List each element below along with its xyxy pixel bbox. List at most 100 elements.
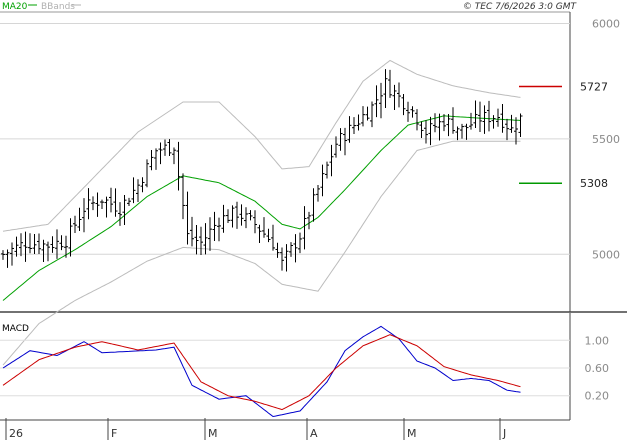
ohlc-bar xyxy=(469,112,473,130)
price-tick-label: 5500 xyxy=(592,133,620,146)
ohlc-bar xyxy=(433,113,437,133)
ohlc-bar xyxy=(208,217,212,251)
ohlc-bar xyxy=(140,177,145,193)
ohlc-bar xyxy=(428,116,433,146)
ohlc-bar xyxy=(248,210,253,221)
ohlc-bar xyxy=(104,196,109,218)
ohlc-bar xyxy=(343,127,347,156)
ohlc-bar xyxy=(131,177,136,204)
ohlc-bar xyxy=(361,106,365,127)
ohlc-bar xyxy=(275,242,280,258)
ohlc-bar xyxy=(482,105,487,134)
ohlc-bar xyxy=(203,223,208,255)
ohlc-bar xyxy=(41,239,46,263)
ohlc-bar xyxy=(401,93,406,116)
macd-title: MACD xyxy=(2,324,29,334)
time-tick-label: F xyxy=(111,427,117,440)
ohlc-bar xyxy=(320,164,325,197)
macd-panel: MACD 1.00 0.60 0.20 xyxy=(0,313,609,420)
ohlc-bar xyxy=(217,217,221,242)
ohlc-bar xyxy=(338,128,343,151)
macd-gridlines xyxy=(0,339,570,397)
ohlc-bar xyxy=(37,233,41,254)
ohlc-bar xyxy=(226,209,230,223)
macd-tick-label: 1.00 xyxy=(585,334,610,347)
ohlc-bar xyxy=(505,118,509,141)
ohlc-bar xyxy=(176,141,181,191)
ohlc-bar xyxy=(307,211,311,230)
ohlc-bar xyxy=(185,191,190,245)
ohlc-bar xyxy=(397,82,401,108)
ohlc-bar xyxy=(100,199,104,210)
ohlc-bar xyxy=(190,216,194,247)
ohlc-bar xyxy=(145,159,149,188)
ohlc-bar xyxy=(464,123,469,140)
ohlc-bar xyxy=(1,250,5,260)
ohlc-bar xyxy=(23,231,28,262)
level-marker-label: 5308 xyxy=(580,177,608,190)
ohlc-bar xyxy=(167,139,172,157)
ohlc-bar xyxy=(311,188,316,222)
ohlc-bar xyxy=(118,202,122,226)
ohlc-bar xyxy=(244,207,248,229)
ohlc-bar xyxy=(73,215,77,234)
price-bars xyxy=(1,69,523,272)
ohlc-bar xyxy=(451,107,455,134)
ohlc-bar xyxy=(194,225,199,255)
ohlc-bar xyxy=(32,233,37,255)
time-axis: 26 F M A M J xyxy=(0,418,570,440)
price-tick-label: 6000 xyxy=(592,18,620,31)
ohlc-bar xyxy=(59,235,64,251)
bband-lower-line xyxy=(2,140,521,366)
ohlc-bar xyxy=(239,204,244,226)
ohlc-bar xyxy=(419,121,424,138)
ohlc-bar xyxy=(253,210,257,234)
ohlc-bar xyxy=(316,185,320,202)
ohlc-bar xyxy=(491,115,496,129)
time-tick-label: M xyxy=(407,427,417,440)
ohlc-bar xyxy=(455,126,460,141)
macd-tick-label: 0.60 xyxy=(585,362,610,375)
time-tick-label: M xyxy=(208,427,218,440)
price-tick-label: 5000 xyxy=(592,248,620,261)
price-panel: 5727 5308 6000 5500 5000 xyxy=(0,11,627,366)
ohlc-bar xyxy=(437,113,442,141)
time-tick-label: A xyxy=(310,427,318,440)
legend-ma20: MA20 xyxy=(2,2,28,12)
ohlc-bar xyxy=(46,241,50,262)
ohlc-bar xyxy=(442,114,446,132)
ohlc-bar xyxy=(212,211,217,241)
price-annotations: 5727 5308 xyxy=(519,81,608,190)
copyright-label: © TEC 7/6/2026 3:0 GMT xyxy=(463,2,578,12)
ohlc-bar xyxy=(365,106,370,121)
time-tick-label: J xyxy=(502,427,506,440)
ohlc-bar xyxy=(136,179,140,202)
ohlc-bar xyxy=(158,142,163,165)
ohlc-bar xyxy=(77,207,82,231)
macd-lines xyxy=(2,325,521,418)
time-tick-label: 26 xyxy=(9,427,23,440)
ohlc-bar xyxy=(514,117,518,145)
ohlc-bar xyxy=(356,114,361,131)
ohlc-bar xyxy=(113,188,118,217)
ohlc-bar xyxy=(284,244,289,272)
ohlc-bar xyxy=(496,108,500,127)
bband-upper-line xyxy=(2,59,521,232)
ohlc-bar xyxy=(28,233,32,254)
ohlc-bar xyxy=(95,192,100,217)
ohlc-bar xyxy=(172,147,176,165)
ohlc-bar xyxy=(415,109,419,131)
ohlc-bar xyxy=(221,204,226,233)
ohlc-bar xyxy=(446,114,451,137)
ohlc-bar xyxy=(374,85,379,118)
ohlc-bar xyxy=(329,144,334,177)
ohlc-bar xyxy=(257,224,262,243)
ohlc-bar xyxy=(325,161,329,179)
ohlc-bar xyxy=(199,226,203,255)
legend-bar xyxy=(0,0,570,12)
ohlc-bar xyxy=(478,101,482,132)
level-marker-label: 5727 xyxy=(580,81,608,94)
ohlc-bar xyxy=(298,232,302,254)
ohlc-bar xyxy=(379,82,383,119)
ohlc-bar xyxy=(383,69,388,109)
